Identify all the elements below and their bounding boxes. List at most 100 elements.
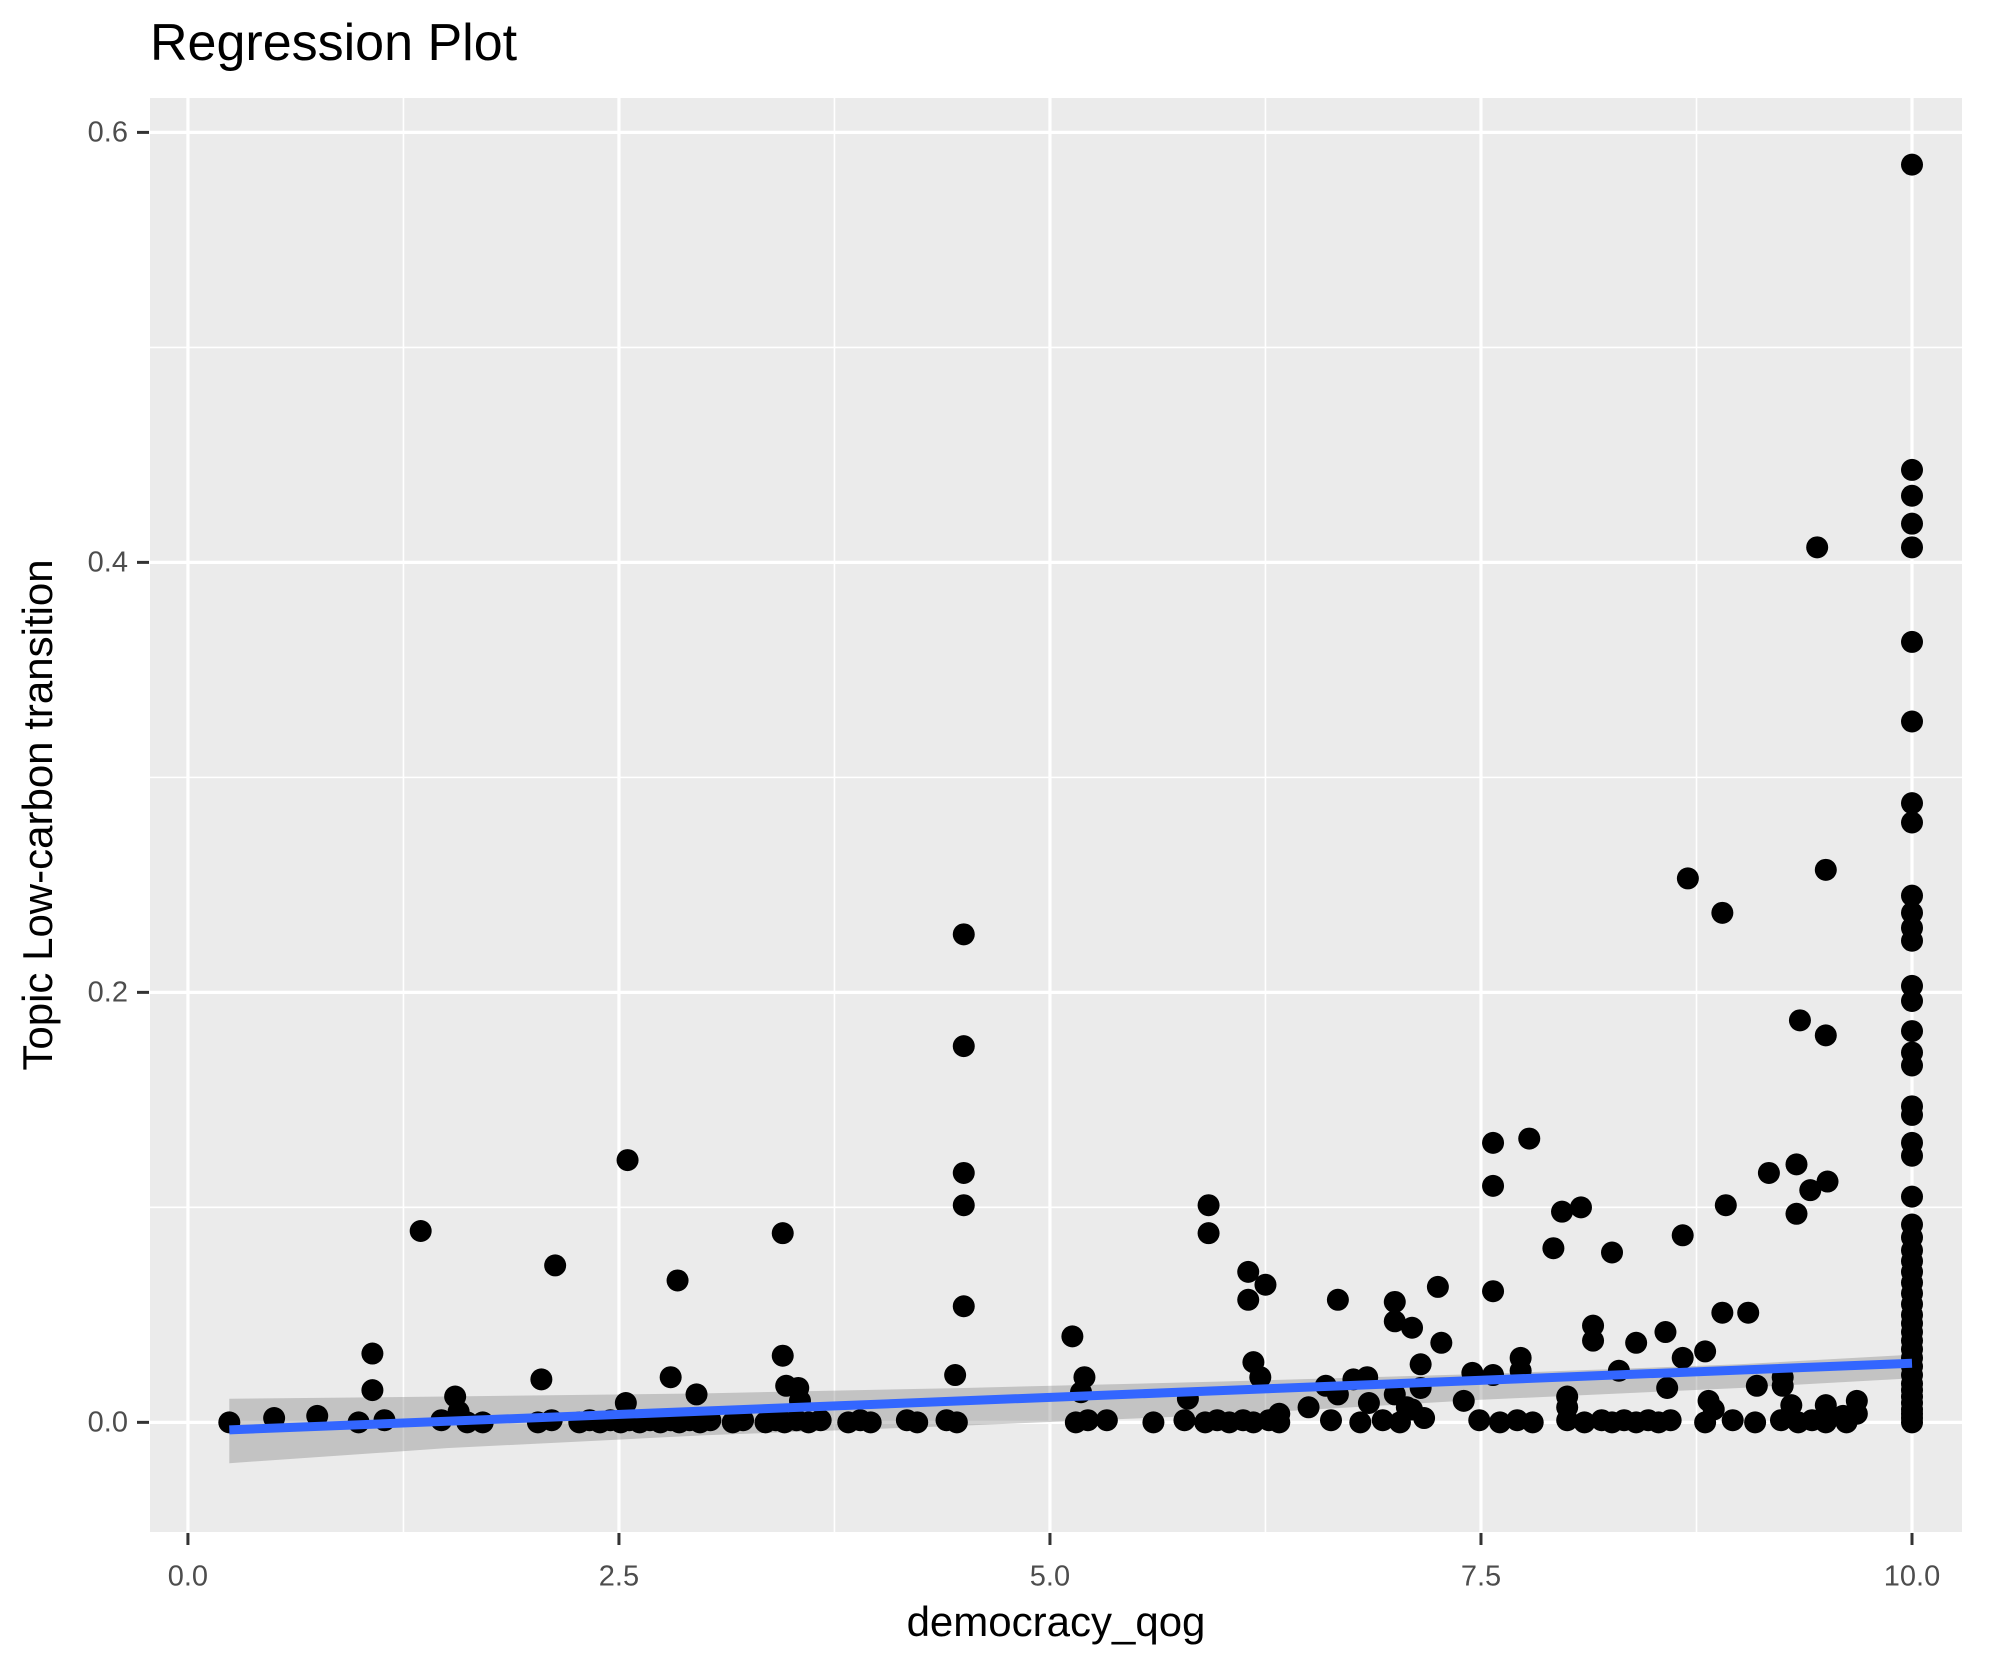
scatter-point xyxy=(409,1220,432,1243)
scatter-point xyxy=(1518,1127,1541,1150)
scatter-point xyxy=(1409,1353,1432,1376)
scatter-point xyxy=(952,923,975,946)
scatter-point xyxy=(809,1409,832,1432)
scatter-point xyxy=(1785,1202,1808,1225)
scatter-point xyxy=(1744,1411,1767,1434)
scatter-point xyxy=(1061,1325,1084,1348)
scatter-point xyxy=(1694,1340,1717,1363)
scatter-point xyxy=(1383,1290,1406,1313)
scatter-point xyxy=(1901,630,1924,653)
scatter-point xyxy=(1901,811,1924,834)
scatter-point xyxy=(1901,929,1924,952)
scatter-point xyxy=(1142,1411,1165,1434)
scatter-point xyxy=(1388,1411,1411,1434)
regression-line xyxy=(229,1358,1913,1435)
scatter-point xyxy=(1814,858,1837,881)
scatter-point xyxy=(1671,1224,1694,1247)
scatter-point xyxy=(1901,1020,1924,1043)
scatter-point xyxy=(1249,1366,1272,1389)
y-tick-label: 0.2 xyxy=(88,976,128,1008)
scatter-point xyxy=(1413,1407,1436,1430)
scatter-point xyxy=(1901,974,1924,997)
scatter-point xyxy=(1349,1411,1372,1434)
scatter-point xyxy=(952,1194,975,1217)
scatter-point xyxy=(1901,792,1924,815)
scatter-point xyxy=(1488,1411,1511,1434)
scatter-point xyxy=(1542,1237,1565,1260)
scatter-point xyxy=(1573,1411,1596,1434)
axis-tick-marks xyxy=(137,130,1914,1545)
plot-title: Regression Plot xyxy=(150,14,518,72)
y-tick-label: 0.0 xyxy=(88,1406,128,1438)
scatter-point xyxy=(1721,1409,1744,1432)
scatter-point xyxy=(1569,1196,1592,1219)
scatter-point xyxy=(1173,1409,1196,1432)
scatter-point xyxy=(1671,1346,1694,1369)
scatter-point xyxy=(1901,1144,1924,1167)
scatter-point xyxy=(944,1364,967,1387)
scatter-point xyxy=(685,1383,708,1406)
scatter-point xyxy=(1901,1185,1924,1208)
x-tick-label: 5.0 xyxy=(1030,1561,1070,1593)
scatter-point xyxy=(732,1409,755,1432)
scatter-point xyxy=(1076,1409,1099,1432)
scatter-point xyxy=(1601,1241,1624,1264)
scatter-point xyxy=(1901,484,1924,507)
scatter-point xyxy=(1656,1376,1679,1399)
scatter-point xyxy=(1788,1009,1811,1032)
scatter-point xyxy=(1745,1374,1768,1397)
y-tick-label: 0.4 xyxy=(88,546,128,578)
scatter-point xyxy=(666,1269,689,1292)
scatter-point xyxy=(1482,1174,1505,1197)
scatter-point xyxy=(659,1366,682,1389)
plot-panel xyxy=(150,98,1962,1532)
scatter-point xyxy=(906,1411,929,1434)
scatter-point xyxy=(1771,1374,1794,1397)
scatter-point xyxy=(1901,1103,1924,1126)
scatter-point xyxy=(361,1379,384,1402)
scatter-point xyxy=(1694,1411,1717,1434)
scatter-point xyxy=(1901,1054,1924,1077)
scatter-point xyxy=(1711,1301,1734,1324)
scatter-point xyxy=(952,1035,975,1058)
x-tick-label: 7.5 xyxy=(1461,1561,1501,1593)
scatter-point xyxy=(1452,1389,1475,1412)
scatter-point xyxy=(1268,1411,1291,1434)
scatter-point xyxy=(1901,989,1924,1012)
scatter-point xyxy=(1582,1329,1605,1352)
scatter-point xyxy=(1521,1411,1544,1434)
y-axis-title: Topic Low-carbon transition xyxy=(14,559,61,1070)
scatter-points xyxy=(218,153,1924,1434)
scatter-point xyxy=(1095,1409,1118,1432)
scatter-point xyxy=(1468,1409,1491,1432)
minor-gridlines xyxy=(150,98,1962,1532)
x-tick-label: 0.0 xyxy=(168,1561,208,1593)
scatter-point xyxy=(1785,1153,1808,1176)
scatter-point xyxy=(771,1344,794,1367)
scatter-point xyxy=(1625,1331,1648,1354)
scatter-point xyxy=(1197,1222,1220,1245)
scatter-point xyxy=(1901,884,1924,907)
scatter-point xyxy=(1814,1411,1837,1434)
scatter-point xyxy=(1835,1411,1858,1434)
scatter-point xyxy=(1383,1310,1406,1333)
scatter-point xyxy=(1799,1179,1822,1202)
scatter-point xyxy=(1901,1411,1924,1434)
x-axis-title: democracy_qog xyxy=(907,1598,1206,1645)
scatter-point xyxy=(1197,1194,1220,1217)
scatter-point xyxy=(1806,536,1829,559)
scatter-point xyxy=(616,1149,639,1172)
scatter-point xyxy=(1714,1194,1737,1217)
scatter-point xyxy=(1430,1331,1453,1354)
scatter-point xyxy=(1711,901,1734,924)
x-tick-label: 2.5 xyxy=(599,1561,639,1593)
scatter-point xyxy=(614,1392,637,1415)
scatter-point xyxy=(1737,1301,1760,1324)
scatter-point xyxy=(1814,1024,1837,1047)
scatter-point xyxy=(952,1295,975,1318)
scatter-point xyxy=(1254,1273,1277,1296)
scatter-point xyxy=(952,1161,975,1184)
scatter-point xyxy=(1814,1394,1837,1417)
scatter-point xyxy=(1757,1161,1780,1184)
